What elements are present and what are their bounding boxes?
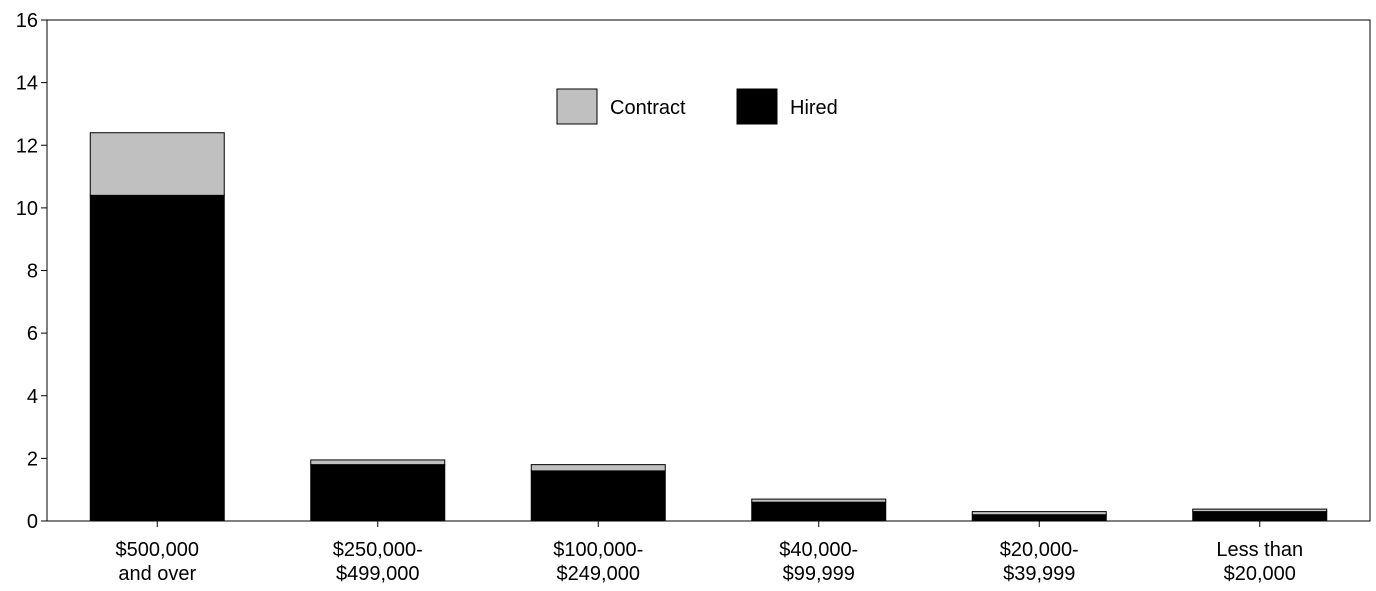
x-tick-label: $250,000-$499,000 — [333, 539, 423, 585]
bar-contract — [89, 132, 225, 196]
x-tick-label-line: $99,999 — [783, 563, 855, 585]
legend-swatch-hired — [736, 88, 778, 125]
x-tick-label-line: $20,000- — [1000, 539, 1079, 561]
bar-hired — [1192, 511, 1328, 522]
legend: Contract Hired — [556, 88, 838, 125]
x-tick-label-line: $100,000- — [553, 539, 643, 561]
legend-swatch-contract — [556, 88, 598, 125]
x-tick-label-line: Less than — [1216, 539, 1303, 561]
bar-hired — [530, 470, 666, 522]
x-tick-label: $20,000-$39,999 — [1000, 539, 1079, 585]
bar-contract — [751, 498, 887, 503]
bar-hired — [751, 501, 887, 522]
x-tick-label-line: $500,000 — [116, 539, 199, 561]
x-tick-label-line: and over — [118, 563, 196, 585]
bar-contract — [310, 459, 446, 466]
x-tick-label: $500,000 and over — [116, 539, 199, 585]
y-tick-label: 16 — [16, 10, 38, 32]
bar-hired — [310, 464, 446, 522]
y-tick-label: 6 — [27, 323, 38, 345]
plot-border — [46, 19, 1371, 522]
x-tick-label-line: $40,000- — [779, 539, 858, 561]
bar-hired — [971, 514, 1107, 522]
legend-label-contract: Contract — [610, 97, 686, 119]
y-tick-label: 12 — [16, 135, 38, 157]
bar-contract — [1192, 508, 1328, 513]
plot-frame — [46, 19, 1371, 522]
y-tick-label: 4 — [27, 386, 38, 408]
y-tick-label: 10 — [16, 198, 38, 220]
x-tick-label-line: $249,000 — [557, 563, 640, 585]
y-tick-label: 0 — [27, 511, 38, 533]
x-tick-label: $40,000-$99,999 — [779, 539, 858, 585]
y-tick-label: 14 — [16, 73, 38, 95]
x-axis: $500,000 and over $250,000-$499,000 $100,00… — [116, 521, 1303, 585]
x-tick-label-line: $39,999 — [1003, 563, 1075, 585]
bars — [89, 132, 1328, 522]
bar-contract — [530, 464, 666, 472]
x-tick-label-line: $499,000 — [336, 563, 419, 585]
y-tick-label: 8 — [27, 261, 38, 283]
x-tick-label: Less than $20,000 — [1216, 539, 1303, 585]
bar-hired — [89, 194, 225, 522]
x-tick-label-line: $250,000- — [333, 539, 423, 561]
legend-label-hired: Hired — [790, 97, 838, 119]
bar-contract — [971, 511, 1107, 516]
y-axis: 0 2 4 6 8 10 12 14 16 — [16, 10, 47, 533]
y-tick-label: 2 — [27, 448, 38, 470]
x-tick-label: $100,000-$249,000 — [553, 539, 643, 585]
x-tick-label-line: $20,000 — [1224, 563, 1296, 585]
